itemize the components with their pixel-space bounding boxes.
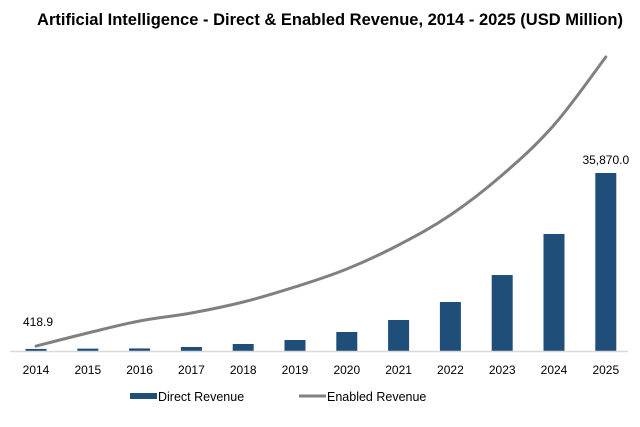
bar-direct-revenue-2017 [180,346,202,351]
x-tick-label-2024: 2024 [541,363,568,377]
x-tick-label-2015: 2015 [74,363,101,377]
x-tick-label-2022: 2022 [437,363,464,377]
bar-direct-revenue-2023 [491,275,513,351]
bar-direct-revenue-2014 [25,348,47,351]
bar-direct-revenue-2015 [77,348,99,351]
x-tick-label-2025: 2025 [592,363,619,377]
bar-direct-revenue-2024 [543,233,565,351]
x-axis-ticks: 2014 2015 2016 2017 2018 2019 2020 2021 2022 2023… [23,363,620,377]
bar-series-direct-revenue [25,173,617,351]
legend: Direct Revenue Enabled Revenue [130,390,426,404]
x-tick-label-2019: 2019 [282,363,309,377]
legend-label-direct-revenue: Direct Revenue [158,390,244,404]
data-labels: 418.9 35,870.0 [23,153,629,329]
legend-label-enabled-revenue: Enabled Revenue [327,390,426,404]
data-label-2014: 418.9 [23,315,53,329]
line-series-enabled-revenue [34,55,608,348]
bar-direct-revenue-2021 [388,319,410,351]
bar-direct-revenue-2022 [439,302,461,351]
legend-swatch-direct-revenue [130,393,157,399]
x-tick-label-2016: 2016 [126,363,153,377]
x-tick-label-2018: 2018 [230,363,257,377]
x-tick-label-2017: 2017 [178,363,205,377]
bar-direct-revenue-2018 [232,344,254,351]
x-tick-label-2021: 2021 [385,363,412,377]
bar-direct-revenue-2025 [595,173,617,351]
x-tick-label-2014: 2014 [23,363,50,377]
bar-direct-revenue-2020 [336,331,358,351]
chart-title: Artificial Intelligence - Direct & Enabl… [37,11,623,29]
data-label-2025: 35,870.0 [582,153,629,167]
bar-direct-revenue-2016 [129,348,151,351]
x-tick-label-2023: 2023 [489,363,516,377]
bar-direct-revenue-2019 [284,339,306,351]
x-tick-label-2020: 2020 [333,363,360,377]
